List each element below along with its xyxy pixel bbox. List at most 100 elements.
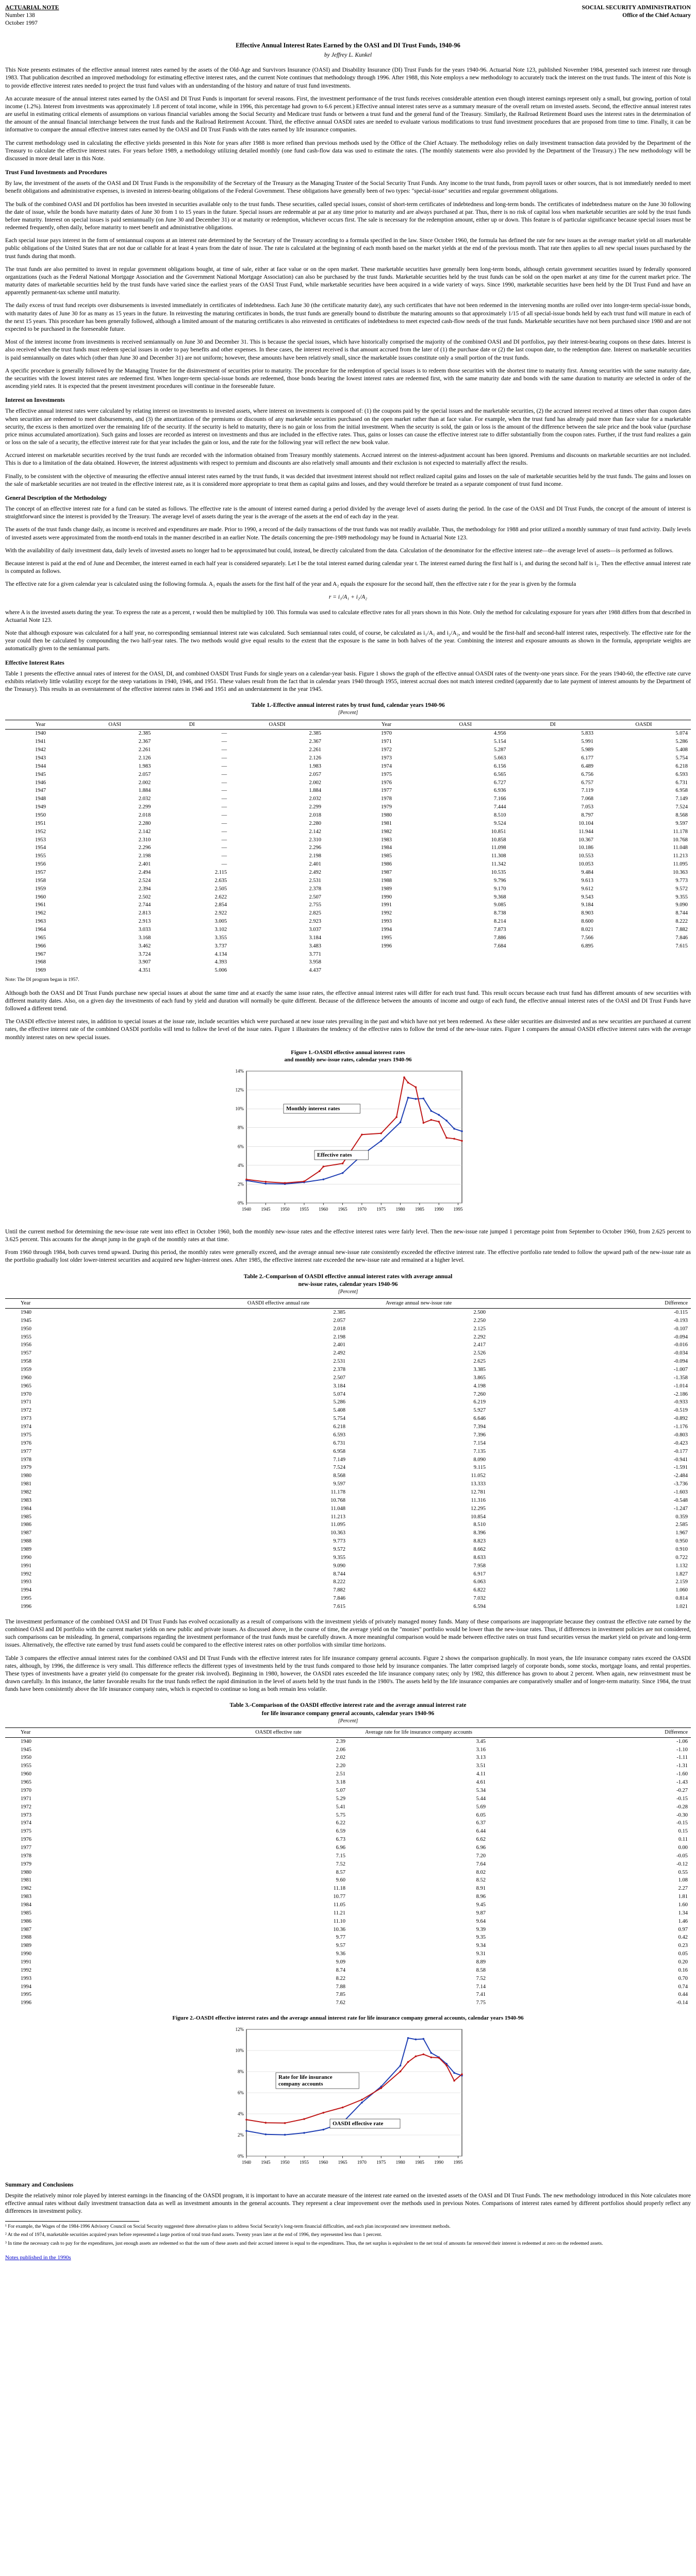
table-cell: 10.768	[330, 1497, 346, 1503]
table-cell: 10.36	[333, 1926, 346, 1933]
table-cell: —	[221, 812, 227, 818]
table-row: 1953 2.310 — 2.310 1983 10.858 10.367 10.768	[5, 836, 691, 844]
table-gap-cell	[324, 738, 351, 746]
note-label: ACTUARIAL NOTE	[5, 5, 59, 11]
table-cell	[509, 958, 596, 967]
table-cell-year: 1978	[21, 1853, 31, 1859]
x-tick-label: 1955	[300, 2160, 309, 2165]
table-cell: 0.55	[678, 1869, 688, 1875]
table-cell: 6.593	[675, 771, 688, 777]
table-row: 1989 9.572 8.662 0.910	[5, 1546, 691, 1554]
table-cell: 2.401	[333, 1342, 346, 1348]
series-point	[445, 2064, 448, 2066]
table-row: 1976 6.731 7.154 -0.423	[5, 1439, 691, 1448]
table-cell: 2.250	[473, 1317, 486, 1324]
table-cell: 3.355	[214, 935, 227, 941]
series-point	[422, 1097, 425, 1099]
series-point	[380, 2087, 383, 2089]
table-cell: 2.635	[214, 877, 227, 884]
table-cell-year: 1977	[380, 788, 392, 794]
table2-col-year: Year	[5, 1298, 209, 1309]
series-point	[245, 1178, 247, 1180]
table-cell: 7.135	[473, 1448, 486, 1454]
series-point	[380, 2085, 383, 2088]
table-row: 1940 2.385 2.500 -0.115	[5, 1309, 691, 1317]
table-row: 1951 2.280 — 2.280 1981 9.524 10.104 9.597	[5, 820, 691, 828]
table-cell: -1.60	[676, 1771, 688, 1777]
table-cell: 1.884	[138, 788, 151, 794]
series-point	[453, 2072, 455, 2074]
table-cell-year	[351, 967, 422, 975]
table-cell: 10.77	[333, 1894, 346, 1900]
table-cell-year: 1947	[35, 788, 46, 794]
figure2-chart: 0% 2% 4% 6% 8% 10% 12% 1940 1945 1950 1955 1960 1965…	[236, 2027, 463, 2165]
table-cell: -1.007	[673, 1367, 688, 1373]
series-point	[415, 2055, 417, 2057]
paragraph: The investment performance of the combin…	[5, 1618, 691, 1649]
table-cell: 9.368	[493, 894, 506, 900]
table-cell: 2.417	[473, 1342, 486, 1348]
table-gap-cell	[324, 754, 351, 762]
series-point	[415, 1086, 417, 1088]
table-cell-year: 1981	[380, 820, 392, 826]
table1-col-oasdi-left: OASDI	[230, 719, 325, 730]
table-cell: 9.39	[476, 1926, 486, 1933]
table-cell: 11.342	[491, 861, 506, 868]
table-row: 1979 7.52 7.64 -0.12	[5, 1860, 691, 1869]
table-cell: 7.154	[473, 1440, 486, 1446]
table-cell: 11.095	[673, 861, 688, 868]
table-cell: 10.367	[578, 837, 594, 843]
table-cell-year: 1993	[380, 919, 392, 925]
table-cell: 2.198	[138, 853, 151, 859]
table-cell: 7.566	[581, 935, 594, 941]
table-gap-cell	[324, 746, 351, 754]
table-cell: 9.597	[675, 820, 688, 826]
table-cell-year: 1979	[21, 1465, 31, 1471]
table-cell: 5.991	[581, 739, 594, 745]
table-cell-year: 1989	[21, 1546, 31, 1552]
table-row: 1960 2.51 4.11 -1.60	[5, 1770, 691, 1778]
table-cell: 11.308	[491, 853, 506, 859]
table3: Year OASDI effective rate Average rate f…	[5, 1727, 691, 2007]
table-cell: 7.068	[581, 796, 594, 802]
table-cell: 8.89	[476, 1959, 486, 1965]
table-cell-year: 1949	[35, 804, 46, 810]
table-cell: 10.858	[491, 837, 506, 843]
table-cell: 7.64	[476, 1861, 486, 1867]
table-cell-year: 1986	[21, 1918, 31, 1924]
table-cell: 9.773	[675, 877, 688, 884]
table-cell-year: 1975	[21, 1432, 31, 1438]
table-gap-cell	[324, 951, 351, 959]
table-row: 1988 9.77 9.35 0.42	[5, 1934, 691, 1942]
table-cell-year: 1975	[380, 771, 392, 777]
table-cell-year: 1972	[380, 747, 392, 753]
table-cell: 3.771	[309, 951, 322, 957]
table-gap-cell	[324, 877, 351, 885]
table-cell: -3.736	[673, 1481, 688, 1487]
table-cell: 1.81	[678, 1894, 688, 1900]
notes-1990s-link[interactable]: Notes published in the 1990s	[5, 2255, 71, 2261]
table-cell: 7.615	[333, 1603, 346, 1609]
table-cell: -0.548	[673, 1497, 688, 1503]
table-cell: 2.755	[309, 902, 322, 908]
series-point	[264, 1180, 267, 1183]
table-cell-year: 1972	[21, 1408, 31, 1414]
table-cell: —	[221, 755, 227, 761]
table-cell: 8.02	[476, 1869, 486, 1875]
table-row: 1977 6.96 6.96 0.00	[5, 1844, 691, 1852]
y-tick-label: 12%	[236, 1087, 244, 1092]
table-row: 1981 9.60 8.52 1.08	[5, 1876, 691, 1885]
table-cell: 8.214	[493, 919, 506, 925]
table-cell: 0.44	[678, 1992, 688, 1998]
x-tick-label: 1940	[242, 2160, 252, 2165]
table-cell-year: 1994	[380, 927, 392, 933]
table3-col-life: Average rate for life insurance company …	[349, 1727, 489, 1738]
table-cell: -1.603	[673, 1489, 688, 1495]
table-row: 1958 2.524 2.635 2.531 1988 9.796 9.613 9.773	[5, 877, 691, 885]
table-cell: -1.176	[673, 1424, 688, 1430]
table-cell: -2.484	[673, 1473, 688, 1479]
table-cell: 6.936	[493, 788, 506, 794]
table-cell: 9.597	[333, 1481, 346, 1487]
table-cell: 0.42	[678, 1935, 688, 1941]
series-point	[422, 2053, 425, 2055]
